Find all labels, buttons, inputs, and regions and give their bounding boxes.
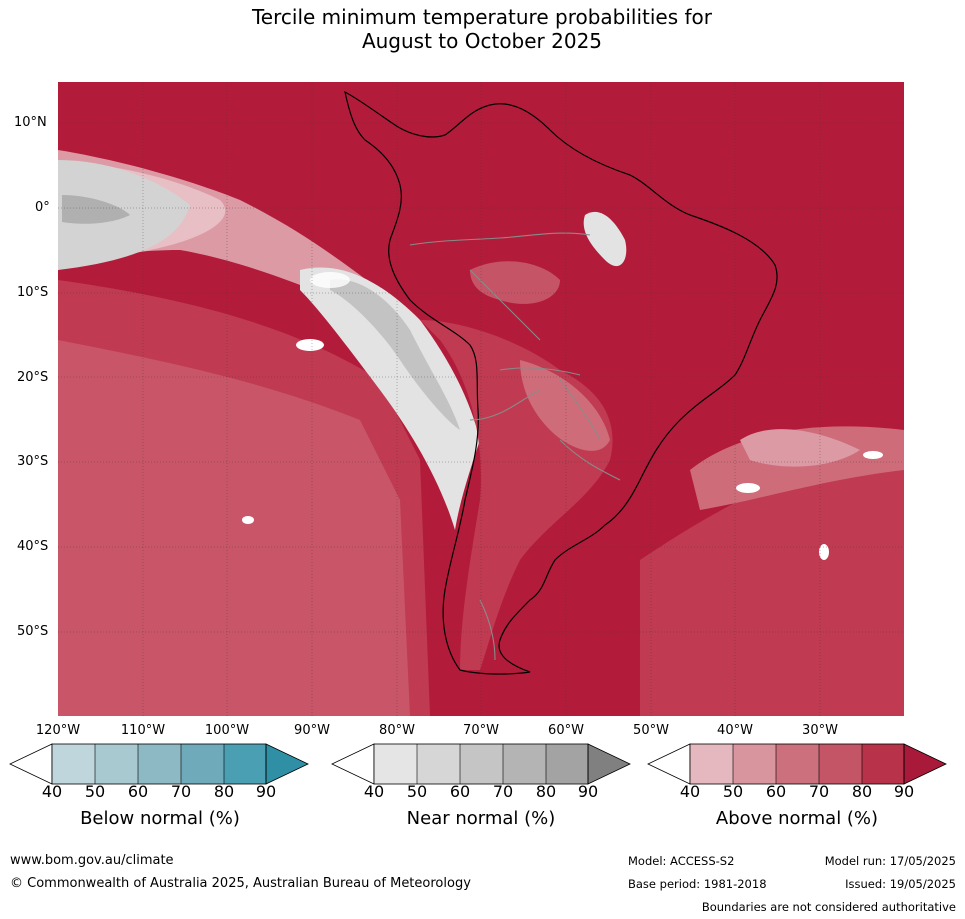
above-tick-60: 60 <box>765 782 787 801</box>
above-bin-40 <box>690 744 733 784</box>
lon-label-50w: 50°W <box>633 723 669 738</box>
near-arrow-low <box>331 743 375 785</box>
white-spot-pacific-3 <box>310 272 350 288</box>
lat-label-0: 0° <box>35 200 50 215</box>
lon-label-60w: 60°W <box>548 723 584 738</box>
issued-text: Issued: 19/05/2025 <box>845 877 956 891</box>
model-run-text: Model run: 17/05/2025 <box>824 854 956 868</box>
white-spot-atlantic-1 <box>736 483 760 493</box>
below-bin-70 <box>181 744 224 784</box>
south-america-outline <box>344 90 778 675</box>
near-tick-70: 70 <box>492 782 514 801</box>
colorbar-above <box>647 743 947 785</box>
lat-label-40s: 40°S <box>17 539 49 554</box>
near-bin-40 <box>374 744 417 784</box>
below-bin-80 <box>224 744 266 784</box>
below-tick-60: 60 <box>127 782 149 801</box>
below-normal-title: Below normal (%) <box>80 808 240 829</box>
near-tick-40: 40 <box>363 782 385 801</box>
above-tick-50: 50 <box>722 782 744 801</box>
below-bin-50 <box>95 744 138 784</box>
above-bin-70 <box>819 744 862 784</box>
near-tick-60: 60 <box>449 782 471 801</box>
above-arrow-low <box>647 743 691 785</box>
below-bin-60 <box>138 744 181 784</box>
below-tick-90: 90 <box>255 782 277 801</box>
below-bin-40 <box>52 744 95 784</box>
lat-label-10n: 10°N <box>14 115 47 130</box>
above-arrow-high <box>903 743 947 785</box>
above-normal-title: Above normal (%) <box>715 808 879 829</box>
white-spot-pacific-2 <box>242 516 254 524</box>
base-period-text: Base period: 1981-2018 <box>628 877 767 891</box>
lon-label-120w: 120°W <box>35 723 81 738</box>
near-bin-80 <box>546 744 588 784</box>
lon-label-80w: 80°W <box>379 723 415 738</box>
above-60-land-central <box>520 360 610 451</box>
country-borders <box>409 232 621 661</box>
chart-title-line1: Tercile minimum temperature probabilitie… <box>251 5 713 29</box>
probability-field <box>58 82 904 716</box>
white-spot-atlantic-3 <box>819 544 829 560</box>
above-bin-60 <box>776 744 819 784</box>
below-arrow-high <box>265 743 309 785</box>
lon-label-40w: 40°W <box>717 723 753 738</box>
near-bin-60 <box>460 744 503 784</box>
lat-label-20s: 20°S <box>17 370 49 385</box>
disclaimer-text: Boundaries are not considered authoritat… <box>701 900 956 914</box>
colorbar-below <box>9 743 309 785</box>
above-80-band-atlantic <box>640 440 904 716</box>
lat-label-10s: 10°S <box>17 285 49 300</box>
near-70-band-coastal <box>330 279 460 430</box>
below-tick-50: 50 <box>84 782 106 801</box>
above-tick-70: 70 <box>808 782 830 801</box>
lat-label-50s: 50°S <box>17 624 49 639</box>
near-arrow-high <box>587 743 631 785</box>
model-text: Model: ACCESS-S2 <box>628 854 735 868</box>
colorbar-near <box>331 743 631 785</box>
below-tick-80: 80 <box>213 782 235 801</box>
lon-label-70w: 70°W <box>463 723 499 738</box>
lat-label-30s: 30°S <box>17 454 49 469</box>
white-spot-atlantic-2 <box>863 451 883 459</box>
below-arrow-low <box>9 743 53 785</box>
below-tick-70: 70 <box>170 782 192 801</box>
lon-label-30w: 30°W <box>802 723 838 738</box>
near-tick-50: 50 <box>406 782 428 801</box>
near-50-band-coastal <box>300 267 480 530</box>
chart-title-line2: August to October 2025 <box>361 29 603 53</box>
white-spot-pacific-1 <box>296 339 324 351</box>
near-bin-50 <box>417 744 460 784</box>
above-tick-40: 40 <box>679 782 701 801</box>
above-70-band-south <box>58 340 410 716</box>
lon-label-90w: 90°W <box>294 723 330 738</box>
lon-label-110w: 110°W <box>120 723 166 738</box>
near-tick-80: 80 <box>535 782 557 801</box>
website-link[interactable]: www.bom.gov.au/climate <box>10 853 174 868</box>
above-tick-80: 80 <box>851 782 873 801</box>
above-60-patch-atlantic <box>740 429 860 467</box>
near-80-patch-pacific <box>62 195 130 224</box>
near-50-patch-ne-brazil <box>583 211 627 267</box>
lon-label-100w: 100°W <box>204 723 250 738</box>
near-tick-90: 90 <box>577 782 599 801</box>
near-bin-70 <box>503 744 546 784</box>
copyright-text: © Commonwealth of Australia 2025, Austra… <box>10 876 471 891</box>
graticule <box>58 82 904 716</box>
below-tick-40: 40 <box>41 782 63 801</box>
above-bin-50 <box>733 744 776 784</box>
near-normal-title: Near normal (%) <box>406 808 556 829</box>
above-tick-90: 90 <box>893 782 915 801</box>
above-bin-80 <box>862 744 904 784</box>
